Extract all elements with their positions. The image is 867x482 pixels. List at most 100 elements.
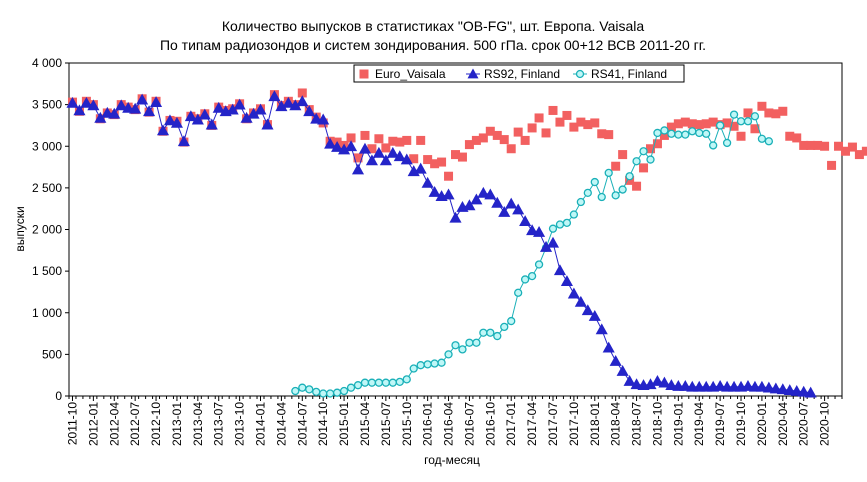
data-point bbox=[785, 131, 795, 141]
data-point bbox=[191, 113, 204, 125]
data-point bbox=[233, 98, 246, 110]
y-axis-label: выпуски bbox=[13, 206, 27, 251]
x-tick-label: 2017-04 bbox=[525, 402, 539, 446]
data-point bbox=[576, 197, 586, 207]
data-point bbox=[414, 162, 427, 174]
x-tick-label: 2020-01 bbox=[755, 402, 769, 446]
y-tick-label: 500 bbox=[42, 347, 62, 361]
data-point bbox=[576, 117, 586, 127]
data-point bbox=[520, 275, 530, 284]
data-point bbox=[604, 168, 613, 178]
y-tick-label: 3 500 bbox=[32, 98, 62, 112]
data-point bbox=[339, 386, 349, 396]
data-point bbox=[792, 133, 802, 143]
data-point bbox=[513, 127, 523, 137]
x-tick-label: 2020-04 bbox=[776, 402, 790, 446]
data-point bbox=[205, 118, 218, 130]
data-point bbox=[653, 128, 662, 138]
data-point bbox=[736, 131, 746, 141]
data-point bbox=[527, 271, 537, 281]
data-point bbox=[498, 205, 511, 217]
x-tick-label: 2020-10 bbox=[818, 402, 832, 446]
data-point bbox=[583, 188, 592, 198]
data-point bbox=[666, 122, 676, 132]
x-tick-label: 2015-04 bbox=[358, 402, 372, 446]
series-line bbox=[295, 113, 770, 394]
data-point bbox=[694, 120, 704, 130]
data-point bbox=[645, 144, 655, 154]
x-tick-label: 2015-01 bbox=[337, 402, 351, 446]
data-point bbox=[581, 304, 594, 316]
data-point bbox=[470, 193, 483, 205]
legend: Euro_Vaisala RS92, Finland RS41, Finland bbox=[353, 64, 685, 83]
data-point bbox=[367, 144, 377, 154]
data-point bbox=[296, 95, 309, 107]
y-tick-label: 1 500 bbox=[32, 264, 62, 278]
data-point bbox=[743, 117, 753, 126]
legend-label: RS92, Finland bbox=[484, 67, 560, 81]
data-point bbox=[639, 147, 648, 156]
data-point bbox=[514, 288, 523, 297]
data-point bbox=[409, 154, 419, 164]
data-point bbox=[421, 176, 434, 188]
data-point bbox=[861, 146, 867, 156]
data-point bbox=[806, 140, 816, 150]
data-point bbox=[66, 96, 79, 108]
data-point bbox=[611, 191, 620, 200]
chart-title-line1: Количество выпусков в статистиках "OB-FG… bbox=[222, 18, 645, 34]
data-point bbox=[632, 181, 642, 191]
x-tick-label: 2012-07 bbox=[128, 402, 142, 446]
data-point bbox=[275, 100, 288, 112]
data-point bbox=[499, 135, 509, 145]
data-point bbox=[548, 224, 558, 233]
x-tick-label: 2019-10 bbox=[734, 402, 748, 446]
data-point bbox=[402, 375, 411, 384]
x-tick-label: 2018-10 bbox=[650, 402, 664, 446]
data-point bbox=[632, 157, 641, 166]
data-point bbox=[534, 260, 544, 269]
data-point bbox=[729, 110, 739, 119]
data-point bbox=[346, 383, 356, 392]
data-point bbox=[381, 378, 391, 387]
data-point bbox=[609, 354, 622, 366]
data-point bbox=[722, 138, 732, 148]
data-point bbox=[324, 137, 337, 149]
data-point bbox=[486, 328, 495, 337]
x-tick-label: 2019-04 bbox=[692, 402, 706, 446]
data-point bbox=[575, 69, 585, 79]
data-point bbox=[367, 378, 377, 387]
data-point bbox=[451, 341, 460, 350]
data-point bbox=[618, 150, 628, 160]
data-point bbox=[750, 112, 760, 121]
data-point bbox=[430, 159, 440, 169]
data-point bbox=[317, 113, 330, 125]
x-tick-label: 2014-07 bbox=[295, 402, 309, 446]
data-point bbox=[297, 88, 307, 98]
data-point bbox=[674, 130, 683, 139]
x-tick-label: 2013-04 bbox=[191, 402, 205, 446]
data-point bbox=[351, 163, 365, 175]
data-point bbox=[548, 105, 558, 115]
data-point bbox=[358, 142, 372, 154]
data-point bbox=[332, 388, 342, 397]
data-point bbox=[344, 140, 358, 152]
data-point bbox=[395, 137, 405, 147]
x-tick-label: 2020-07 bbox=[797, 402, 811, 446]
x-tick-label: 2011-10 bbox=[65, 402, 79, 445]
data-point bbox=[583, 120, 593, 130]
x-tick-label: 2019-07 bbox=[713, 402, 727, 446]
data-point bbox=[602, 341, 615, 353]
x-tick-label: 2014-01 bbox=[254, 402, 268, 446]
data-point bbox=[799, 140, 809, 150]
data-point bbox=[388, 136, 398, 146]
data-point bbox=[381, 143, 391, 153]
data-point bbox=[156, 124, 170, 136]
y-tick-label: 1 000 bbox=[32, 306, 62, 320]
series-triangle bbox=[66, 90, 817, 398]
x-tick-label: 2017-07 bbox=[546, 402, 560, 446]
data-point bbox=[526, 224, 539, 236]
y-tick-label: 0 bbox=[55, 389, 62, 403]
data-point bbox=[702, 129, 711, 138]
data-point bbox=[804, 386, 817, 398]
data-point bbox=[416, 361, 425, 370]
